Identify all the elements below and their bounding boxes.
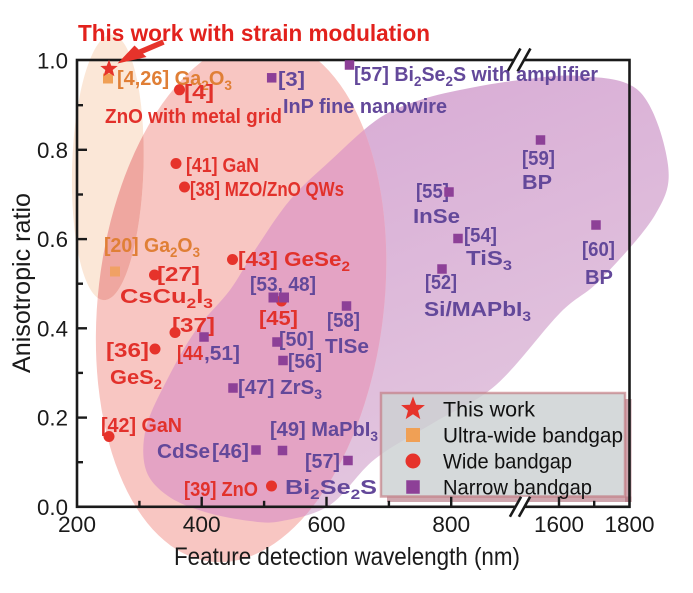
svg-text:ZnO with metal grid: ZnO with metal grid <box>105 105 282 128</box>
svg-text:[4,26] Ga2O3: [4,26] Ga2O3 <box>117 67 232 93</box>
svg-text:Bi2Se2S: Bi 2Se 2S <box>285 476 377 502</box>
svg-text:[59]: [59] <box>522 147 555 170</box>
svg-text:[60]: [60] <box>582 238 615 261</box>
svg-text:0.6: 0.6 <box>37 227 68 252</box>
svg-text:Anisotropic ratio: Anisotropic ratio <box>8 193 36 373</box>
svg-text:1600: 1600 <box>534 512 584 537</box>
svg-text:0.0: 0.0 <box>37 495 68 520</box>
svg-text:[57]: [57] <box>305 450 340 473</box>
svg-text:[53, 48]: [53, 48] <box>250 273 316 296</box>
svg-text:0.8: 0.8 <box>37 138 68 163</box>
svg-text:[20] Ga2O3: [20] Ga2O3 <box>104 234 200 260</box>
svg-text:BP: BP <box>522 171 552 194</box>
svg-text:TlSe: TlSe <box>325 335 369 358</box>
svg-text:[56]: [56] <box>288 350 322 373</box>
svg-text:[55]: [55] <box>416 180 449 203</box>
svg-text:[38] MZO/ZnO QWs: [38] MZO/ZnO QWs <box>190 178 344 201</box>
svg-text:This work: This work <box>443 399 535 422</box>
svg-text:1800: 1800 <box>605 512 655 537</box>
svg-text:[49] MaPbI3: [49] MaPbI3 <box>270 418 378 444</box>
svg-text:CdSe: CdSe <box>157 440 210 463</box>
svg-text:BP: BP <box>585 266 613 289</box>
svg-text:[46]: [46] <box>212 440 249 463</box>
svg-text:Feature detection wavelength (: Feature detection wavelength (nm) <box>174 543 520 571</box>
svg-text:,51]: ,51] <box>204 342 240 365</box>
svg-text:[42] GaN: [42] GaN <box>101 414 182 437</box>
svg-text:0.2: 0.2 <box>37 406 68 431</box>
svg-text:[58]: [58] <box>327 309 360 332</box>
svg-text:[41] GaN: [41] GaN <box>186 154 259 177</box>
svg-text:[45]: [45] <box>259 307 298 330</box>
svg-text:This work with strain modulati: This work with strain modulation <box>78 20 430 46</box>
svg-text:[4]: [4] <box>184 81 214 104</box>
svg-text:[36]: [36] <box>106 339 149 362</box>
svg-text:[39] ZnO: [39] ZnO <box>184 478 258 501</box>
svg-text:[52]: [52] <box>425 271 457 294</box>
svg-text:800: 800 <box>432 512 470 537</box>
svg-text:Ultra-wide bandgap: Ultra-wide bandgap <box>443 425 623 448</box>
svg-text:Wide bandgap: Wide bandgap <box>443 451 572 474</box>
svg-text:[44: [44 <box>177 342 204 365</box>
svg-text:[37]: [37] <box>172 314 215 337</box>
svg-text:InP fine nanowire: InP fine nanowire <box>283 95 447 118</box>
svg-text:600: 600 <box>307 512 345 537</box>
svg-text:0.4: 0.4 <box>37 316 68 341</box>
svg-text:Narrow bandgap: Narrow bandgap <box>443 477 592 500</box>
svg-text:400: 400 <box>183 512 221 537</box>
svg-text:[57] Bi2Se2S with amplifier: [57] Bi2Se2S with amplifier <box>354 63 598 89</box>
svg-text:InSe: InSe <box>413 205 460 228</box>
svg-text:1.0: 1.0 <box>37 49 68 74</box>
svg-text:[3]: [3] <box>278 68 305 91</box>
svg-text:[50]: [50] <box>279 328 314 351</box>
svg-text:200: 200 <box>58 512 96 537</box>
svg-text:[27]: [27] <box>157 263 200 286</box>
svg-text:[47] ZrS3: [47] ZrS3 <box>238 376 322 402</box>
svg-text:[54]: [54] <box>464 224 497 247</box>
